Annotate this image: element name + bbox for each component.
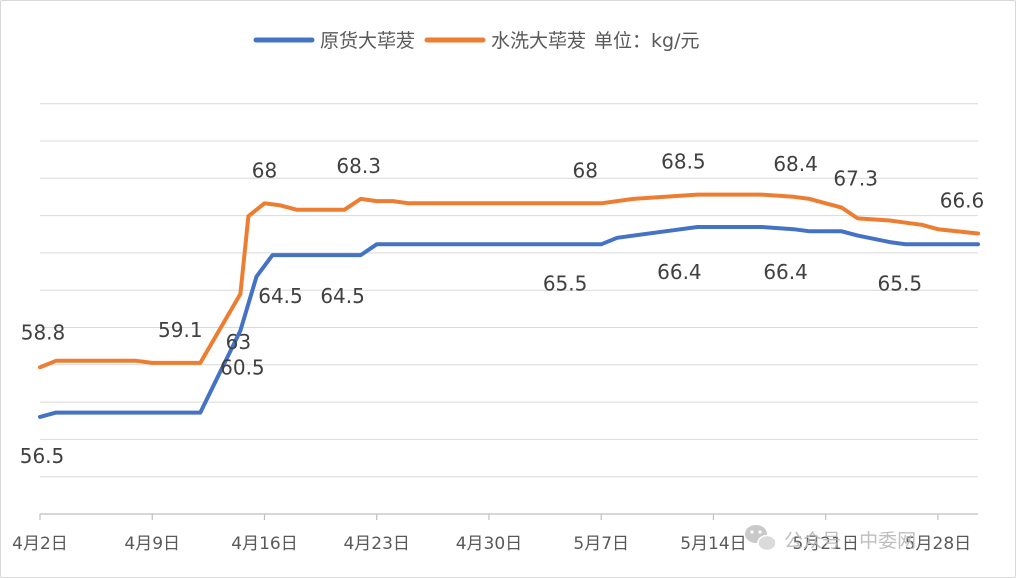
legend-unit-note: 单位：kg/元: [594, 30, 699, 52]
x-tick-label: 5月28日: [905, 534, 971, 554]
data-label-0-7: 65.5: [878, 271, 923, 295]
data-label-1-7: 68.4: [773, 152, 818, 176]
data-label-1-6: 68.5: [661, 150, 706, 174]
data-label-1-5: 68: [572, 158, 597, 182]
series-line-0: [38, 225, 980, 419]
x-axis: 4月2日 4月9日 4月16日 4月23日 4月30日 5月7日 5月14日 5月21日 5月2…: [12, 513, 978, 554]
x-tick-label: 4月23日: [343, 534, 409, 554]
data-labels: 56.5 60.5 64.5 64.5 65.5 66.4 66.4 65.5 58.8 59.1…: [20, 150, 985, 468]
data-label-0-0: 56.5: [20, 444, 65, 468]
x-tick-label: 4月9日: [124, 534, 180, 554]
x-tick-label: 4月2日: [12, 534, 68, 554]
series-line-1: [38, 192, 980, 370]
series-layer: [38, 192, 980, 419]
data-label-0-3: 64.5: [320, 284, 365, 308]
legend: 原货大荜茇 水洗大荜茇 单位：kg/元: [253, 30, 700, 52]
x-tick-label: 5月14日: [680, 534, 746, 554]
watermark: 公众号 · 中委网: [745, 525, 916, 552]
data-label-0-4: 65.5: [543, 271, 588, 295]
data-label-0-5: 66.4: [657, 260, 702, 284]
x-tick-label: 4月30日: [456, 534, 522, 554]
watermark-text: 公众号 · 中委网: [784, 530, 916, 552]
data-label-0-1: 60.5: [220, 356, 265, 380]
data-label-1-9: 66.6: [940, 189, 985, 213]
data-label-0-6: 66.4: [763, 260, 808, 284]
data-label-1-8: 67.3: [833, 167, 878, 191]
data-label-1-4: 68.3: [336, 154, 381, 178]
x-tick-label: 5月21日: [792, 534, 858, 554]
gridlines: [40, 103, 978, 478]
wechat-icon: [745, 525, 777, 552]
data-label-1-2: 63: [226, 330, 251, 354]
x-tick-label: 5月7日: [573, 534, 629, 554]
data-label-0-2: 64.5: [258, 284, 303, 308]
data-label-1-3: 68: [252, 158, 277, 182]
data-label-1-0: 58.8: [21, 320, 66, 344]
legend-label-1: 水洗大荜茇: [491, 30, 586, 52]
x-tick-label: 4月16日: [231, 534, 297, 554]
data-label-1-1: 59.1: [158, 318, 203, 342]
legend-label-0: 原货大荜茇: [320, 30, 415, 52]
